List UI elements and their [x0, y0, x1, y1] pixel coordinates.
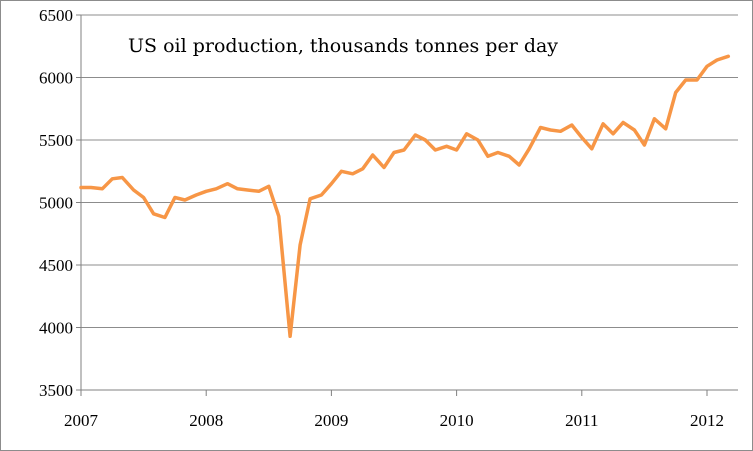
y-tick-label: 4000	[39, 319, 73, 338]
y-tick-label: 6500	[39, 6, 73, 25]
x-tick-label: 2009	[314, 411, 348, 430]
y-tick-labels: 3500 4000 4500 5000 5500 6000 6500	[39, 6, 73, 400]
gridlines	[81, 14, 738, 328]
y-tick-label: 5500	[39, 131, 73, 150]
y-tick-label: 4500	[39, 256, 73, 275]
x-tick-label: 2011	[565, 411, 598, 430]
x-tick-label: 2008	[189, 411, 223, 430]
chart-title: US oil production, thousands tonnes per …	[128, 35, 558, 57]
y-tick-label: 3500	[39, 381, 73, 400]
series-layer	[79, 54, 731, 339]
x-tick-label: 2010	[440, 411, 474, 430]
x-tick-labels: 2007 2008 2009 2010 2011 2012	[64, 411, 724, 430]
series-line-0	[79, 54, 731, 339]
x-tick-label: 2012	[690, 411, 724, 430]
x-tick-label: 2007	[64, 411, 99, 430]
y-tick-label: 5000	[39, 194, 73, 213]
y-tick-label: 6000	[39, 69, 73, 88]
axes	[76, 14, 738, 396]
